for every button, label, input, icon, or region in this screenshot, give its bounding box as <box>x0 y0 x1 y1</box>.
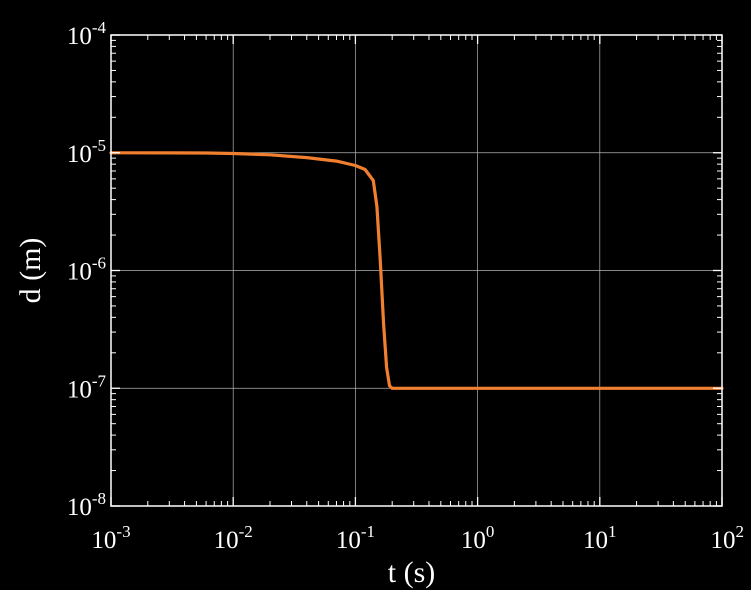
tick-exponent: -1 <box>361 522 375 541</box>
y-tick-label: 10-5 <box>67 136 106 168</box>
tick-exponent: 2 <box>736 522 745 541</box>
tick-exponent: -7 <box>92 371 107 390</box>
tick-exponent: 1 <box>608 522 617 541</box>
tick-base: 10 <box>336 527 361 554</box>
tick-exponent: -5 <box>92 136 106 155</box>
x-tick-label: 102 <box>711 522 745 554</box>
x-tick-labels: 10-3 10-2 10-1 100 101 102 <box>91 522 744 554</box>
tick-exponent: -8 <box>92 489 106 508</box>
series-line <box>109 151 724 390</box>
tick-base: 10 <box>67 494 92 521</box>
x-tick-label: 10-1 <box>336 522 375 554</box>
y-axis-title: d (m) <box>14 238 47 304</box>
tick-base: 10 <box>91 527 116 554</box>
major-ticks <box>110 34 723 507</box>
tick-base: 10 <box>461 527 486 554</box>
y-tick-label: 10-4 <box>67 18 107 50</box>
tick-base: 10 <box>67 376 92 403</box>
x-tick-label: 100 <box>461 522 495 554</box>
x-tick-label: 10-3 <box>91 522 130 554</box>
y-tick-label: 10-6 <box>67 254 106 286</box>
tick-base: 10 <box>67 23 92 50</box>
x-tick-label: 10-2 <box>214 522 253 554</box>
series-layer <box>109 151 724 390</box>
tick-base: 10 <box>583 527 608 554</box>
x-tick-label: 101 <box>583 522 617 554</box>
tick-exponent: 0 <box>486 522 495 541</box>
tick-exponent: -6 <box>92 254 106 273</box>
tick-base: 10 <box>67 141 92 168</box>
tick-exponent: -3 <box>116 522 130 541</box>
x-axis-title: t (s) <box>388 556 436 589</box>
minor-ticks <box>111 35 722 506</box>
y-tick-label: 10-8 <box>67 489 106 521</box>
tick-exponent: -2 <box>239 522 253 541</box>
y-tick-labels: 10-810-710-610-510-4 <box>67 18 107 521</box>
tick-base: 10 <box>67 259 92 286</box>
y-tick-label: 10-7 <box>67 371 107 403</box>
tick-base: 10 <box>214 527 239 554</box>
tick-base: 10 <box>711 527 736 554</box>
tick-exponent: -4 <box>92 18 107 37</box>
